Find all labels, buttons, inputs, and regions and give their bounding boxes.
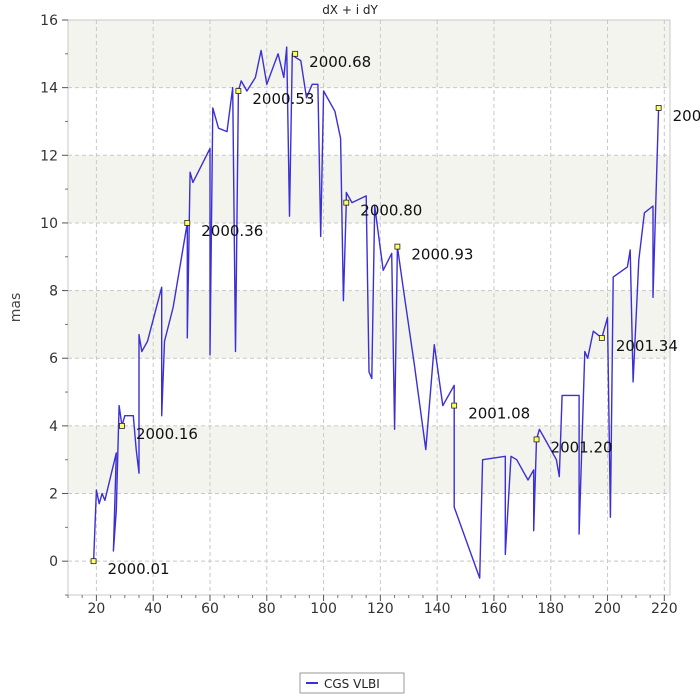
annotation-label: 200 bbox=[673, 107, 700, 125]
x-tick-label: 200 bbox=[594, 601, 621, 617]
data-marker bbox=[90, 558, 97, 565]
annotation-label: 2000.80 bbox=[360, 202, 422, 220]
annotation-label: 2000.68 bbox=[309, 53, 371, 71]
chart-title: dX + i dY bbox=[322, 3, 378, 17]
x-tick-label: 160 bbox=[481, 601, 508, 617]
background-band bbox=[68, 20, 670, 88]
x-tick-label: 80 bbox=[258, 601, 276, 617]
annotation-label: 2000.36 bbox=[201, 222, 263, 240]
annotation-label: 2000.53 bbox=[252, 90, 314, 108]
y-tick-label: 14 bbox=[40, 81, 58, 97]
y-tick-label: 2 bbox=[49, 487, 58, 503]
y-tick-label: 10 bbox=[40, 216, 58, 232]
x-tick-label: 100 bbox=[310, 601, 337, 617]
data-marker bbox=[598, 335, 605, 341]
y-tick-label: 6 bbox=[49, 351, 58, 367]
data-marker bbox=[119, 422, 125, 429]
background-band bbox=[68, 155, 670, 223]
annotation-label: 2001.20 bbox=[551, 438, 613, 456]
legend[interactable]: CGS VLBI bbox=[299, 672, 405, 694]
legend-label: CGS VLBI bbox=[324, 677, 380, 691]
x-tick-label: 220 bbox=[651, 601, 678, 617]
markers-layer bbox=[90, 50, 662, 565]
annotation-label: 2001.34 bbox=[616, 337, 678, 355]
y-tick-label: 4 bbox=[49, 419, 58, 435]
y-axis-label: mas bbox=[8, 293, 24, 323]
annotation-label: 2001.08 bbox=[468, 405, 530, 423]
legend-box bbox=[299, 672, 405, 694]
data-marker bbox=[655, 105, 662, 111]
axes: 20 40 60 80 100 120 140 160 180 200 220 0 2 4 6 8 10 12 14… bbox=[40, 13, 678, 617]
annotations: 2000.01 2000.16 2000.36 2000.53 2000.68 2000.… bbox=[108, 53, 700, 578]
data-marker bbox=[235, 88, 242, 94]
series-layer bbox=[92, 46, 660, 579]
y-tick-label: 8 bbox=[49, 284, 58, 300]
x-tick-label: 60 bbox=[201, 601, 219, 617]
data-marker bbox=[343, 199, 350, 206]
data-marker bbox=[184, 220, 191, 226]
data-marker bbox=[292, 50, 299, 57]
annotation-label: 2000.16 bbox=[136, 425, 198, 443]
y-tick-label: 12 bbox=[40, 148, 58, 164]
x-tick-label: 20 bbox=[87, 601, 105, 617]
y-tick-label: 16 bbox=[40, 13, 58, 29]
annotation-label: 2000.93 bbox=[411, 246, 473, 264]
data-marker bbox=[533, 436, 540, 443]
x-tick-label: 40 bbox=[144, 601, 162, 617]
annotation-label: 2000.01 bbox=[108, 560, 170, 578]
y-tick-label: 0 bbox=[49, 554, 58, 570]
background-bands bbox=[68, 20, 670, 494]
x-tick-label: 140 bbox=[424, 601, 451, 617]
series-line bbox=[92, 46, 660, 579]
plot-area bbox=[67, 19, 671, 596]
data-marker bbox=[394, 243, 401, 250]
x-tick-label: 180 bbox=[537, 601, 564, 617]
x-tick-label: 120 bbox=[367, 601, 394, 617]
background-band bbox=[68, 425, 670, 494]
data-marker bbox=[451, 402, 458, 409]
